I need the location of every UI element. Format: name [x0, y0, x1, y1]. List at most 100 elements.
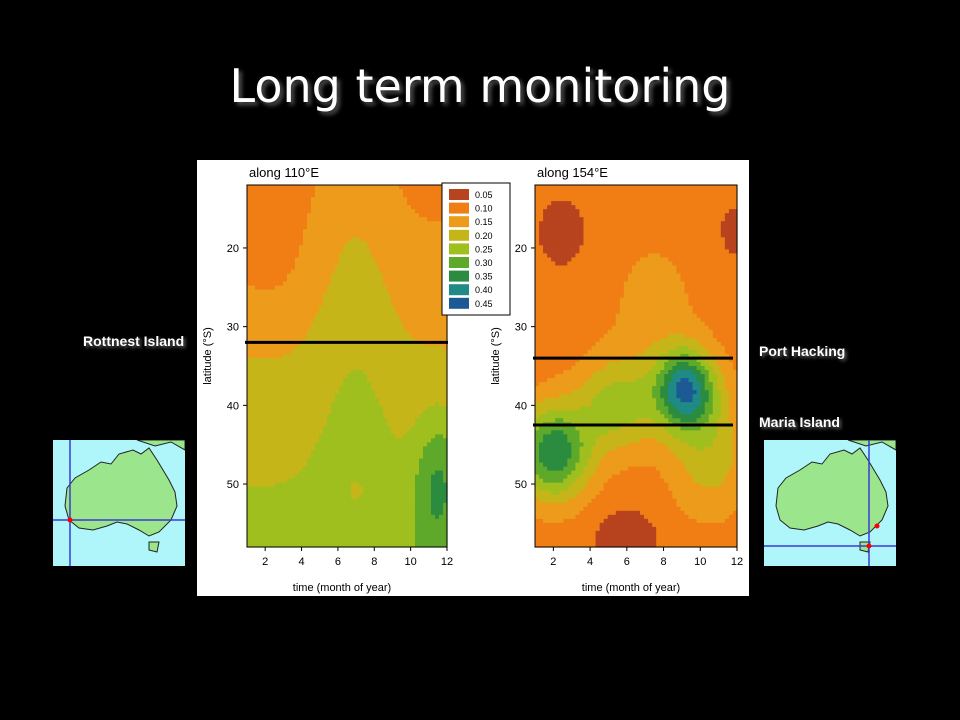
contour-cell: [439, 466, 444, 472]
contour-cell: [319, 474, 324, 480]
contour-cell: [379, 221, 384, 226]
contour-cell: [551, 321, 556, 327]
contour-cell: [335, 213, 340, 218]
contour-cell: [399, 474, 404, 480]
contour-cell: [335, 321, 340, 327]
contour-cell: [383, 245, 388, 250]
contour-cell: [279, 225, 284, 230]
contour-cell: [259, 189, 264, 194]
contour-cell: [415, 361, 420, 367]
contour-cell: [279, 482, 284, 488]
contour-cell: [359, 386, 364, 391]
contour-cell: [343, 329, 348, 335]
contour-cell: [375, 438, 380, 444]
contour-cell: [247, 470, 252, 476]
contour-cell: [387, 221, 392, 226]
contour-cell: [387, 490, 392, 496]
contour-cell: [379, 277, 384, 283]
contour-cell: [311, 370, 316, 375]
contour-cell: [251, 253, 256, 258]
contour-cell: [431, 390, 436, 395]
contour-cell: [343, 434, 348, 439]
contour-cell: [415, 386, 420, 391]
contour-cell: [403, 317, 408, 323]
contour-cell: [375, 189, 380, 194]
contour-cell: [343, 229, 348, 234]
contour-cell: [315, 538, 320, 544]
contour-cell: [427, 534, 432, 540]
contour-cell: [407, 442, 412, 448]
maria-island-label: Maria Island: [759, 414, 840, 430]
contour-cell: [375, 394, 380, 399]
contour-cell: [263, 325, 268, 331]
contour-cell: [339, 357, 344, 363]
contour-cell: [335, 329, 340, 335]
contour-cell: [539, 386, 544, 391]
contour-cell: [287, 273, 292, 279]
contour-cell: [363, 253, 368, 258]
contour-cell: [299, 301, 304, 307]
contour-cell: [323, 454, 328, 460]
contour-cell: [267, 337, 272, 343]
contour-cell: [355, 249, 360, 254]
contour-cell: [283, 225, 288, 230]
contour-cell: [415, 434, 420, 439]
contour-cell: [263, 277, 268, 283]
contour-cell: [395, 345, 400, 351]
contour-cell: [411, 237, 416, 242]
contour-cell: [275, 345, 280, 351]
contour-cell: [351, 253, 356, 258]
contour-cell: [335, 462, 340, 468]
contour-cell: [543, 313, 548, 319]
contour-cell: [431, 438, 436, 444]
contour-cell: [359, 361, 364, 367]
contour-cell: [439, 382, 444, 387]
contour-cell: [435, 337, 440, 343]
contour-cell: [431, 406, 436, 411]
contour-cell: [391, 229, 396, 234]
contour-cell: [391, 297, 396, 303]
contour-cell: [399, 361, 404, 367]
australia-land-east: [775, 447, 889, 537]
contour-cell: [547, 325, 552, 331]
contour-cell: [347, 410, 352, 415]
contour-cell: [363, 498, 368, 504]
contour-cell: [255, 197, 260, 202]
contour-cell: [363, 466, 368, 472]
contour-cell: [327, 265, 332, 271]
contour-cell: [535, 293, 540, 299]
contour-cell: [367, 345, 372, 351]
contour-cell: [403, 402, 408, 407]
contour-cell: [399, 289, 404, 295]
contour-cell: [547, 438, 552, 444]
contour-cell: [419, 253, 424, 258]
contour-cell: [263, 333, 268, 339]
contour-cell: [255, 193, 260, 198]
contour-cell: [291, 361, 296, 367]
contour-cell: [323, 265, 328, 271]
contour-cell: [403, 478, 408, 484]
contour-cell: [311, 398, 316, 403]
contour-cell: [255, 422, 260, 427]
contour-cell: [547, 378, 552, 383]
contour-cell: [543, 490, 548, 496]
contour-cell: [299, 229, 304, 234]
contour-cell: [547, 297, 552, 303]
contour-cell: [427, 201, 432, 206]
contour-cell: [403, 325, 408, 331]
contour-cell: [275, 462, 280, 468]
contour-cell: [367, 217, 372, 222]
contour-cell: [303, 398, 308, 403]
contour-cell: [299, 245, 304, 250]
contour-cell: [395, 478, 400, 484]
contour-cell: [319, 498, 324, 504]
contour-cell: [299, 518, 304, 524]
contour-cell: [403, 201, 408, 206]
contour-cell: [535, 494, 540, 500]
contour-cell: [311, 317, 316, 323]
contour-cell: [423, 422, 428, 427]
contour-cell: [327, 285, 332, 291]
contour-cell: [399, 273, 404, 279]
contour-cell: [427, 197, 432, 202]
contour-cell: [307, 446, 312, 452]
